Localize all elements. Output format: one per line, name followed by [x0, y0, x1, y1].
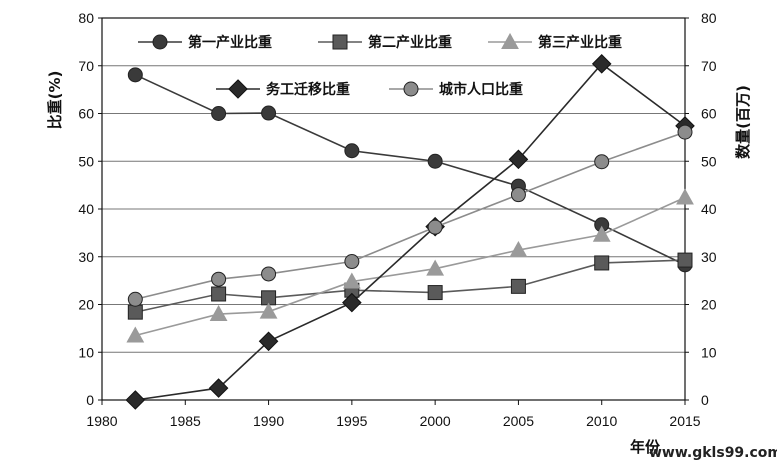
- data-point: [126, 326, 145, 343]
- watermark-text: www.gkls99.com: [649, 445, 777, 461]
- series-4: [125, 54, 695, 410]
- data-point: [427, 285, 443, 301]
- y-right-tick-label: 80: [701, 10, 717, 26]
- y-left-tick-label: 70: [78, 58, 94, 74]
- y-left-tick-label: 20: [78, 297, 94, 313]
- series-5: [127, 124, 693, 307]
- y-left-tick-label: 60: [78, 106, 94, 122]
- y-left-tick-label: 80: [78, 10, 94, 26]
- legend-item: 第二产业比重: [318, 34, 452, 51]
- legend-item: 第一产业比重: [138, 34, 272, 51]
- series-3: [126, 188, 694, 343]
- y-left-tick-label: 10: [78, 344, 94, 360]
- legend-marker: [501, 32, 519, 49]
- series-line: [134, 74, 686, 266]
- legend-item: 务工迁移比重: [216, 79, 350, 99]
- y-left-tick-label: 50: [78, 153, 94, 169]
- legend-label: 第三产业比重: [538, 34, 622, 51]
- series-1: [127, 67, 693, 273]
- data-point: [676, 188, 694, 205]
- data-point: [677, 124, 693, 140]
- data-point: [594, 154, 610, 170]
- legend-label: 第一产业比重: [188, 34, 272, 51]
- data-point: [211, 286, 227, 302]
- y-right-tick-label: 0: [701, 392, 709, 408]
- data-point: [426, 259, 445, 276]
- x-tick-label: 2015: [669, 413, 700, 429]
- x-tick-label: 2005: [503, 413, 534, 429]
- y-left-tick-label: 40: [78, 201, 94, 217]
- grid-lines: [102, 65, 685, 353]
- x-tick-label: 2000: [420, 413, 451, 429]
- axes: 0 0 10 10 20 20 30 30 40 40 50 50 60 60 70 70 80 80 1980 19…: [78, 10, 716, 429]
- y-right-tick-label: 50: [701, 153, 717, 169]
- series-line: [135, 131, 686, 301]
- data-point: [594, 255, 610, 271]
- y-right-tick-label: 60: [701, 106, 717, 122]
- data-point: [510, 187, 526, 203]
- x-tick-label: 2010: [586, 413, 617, 429]
- legend-item: 第三产业比重: [488, 32, 622, 51]
- data-point: [427, 153, 443, 169]
- x-tick-label: 1990: [253, 413, 284, 429]
- x-tick-label: 1995: [336, 413, 367, 429]
- data-point: [127, 304, 143, 320]
- data-point: [125, 390, 146, 410]
- y-right-tick-label: 40: [701, 201, 717, 217]
- data-point: [211, 106, 227, 121]
- legend-marker: [152, 34, 168, 50]
- series-layer: [125, 54, 695, 410]
- legend-marker: [228, 79, 248, 99]
- data-point: [592, 225, 611, 242]
- data-point: [342, 272, 361, 289]
- y-right-tick-label: 70: [701, 58, 717, 74]
- data-point: [261, 266, 277, 282]
- data-point: [591, 54, 612, 74]
- y-right-tick-label: 30: [701, 249, 717, 265]
- legend-label: 城市人口比重: [439, 81, 523, 98]
- legend-item: 城市人口比重: [389, 81, 523, 98]
- data-point: [258, 331, 279, 352]
- series-line: [135, 62, 686, 401]
- series-line: [135, 196, 686, 337]
- data-point: [259, 302, 278, 319]
- data-point: [427, 219, 443, 235]
- data-point: [127, 67, 143, 83]
- legend-label: 第二产业比重: [368, 34, 452, 51]
- data-point: [208, 378, 229, 398]
- plot-frame: [101, 17, 686, 401]
- x-axis-title: 年份: [630, 438, 661, 456]
- series-2: [127, 252, 693, 320]
- data-point: [127, 291, 143, 307]
- y-left-tick-label: 0: [86, 392, 94, 408]
- x-tick-label: 1980: [86, 413, 117, 429]
- data-point: [209, 304, 228, 321]
- series-line: [135, 259, 686, 313]
- legend-label: 务工迁移比重: [266, 81, 350, 98]
- data-point: [508, 149, 529, 170]
- data-point: [344, 254, 360, 270]
- data-point: [344, 143, 360, 159]
- x-tick-label: 1985: [170, 413, 201, 429]
- y-right-tick-label: 10: [701, 344, 717, 360]
- legend-marker: [403, 81, 419, 97]
- data-point: [677, 252, 693, 268]
- data-point: [509, 240, 528, 258]
- data-point: [510, 278, 526, 294]
- data-point: [261, 105, 277, 121]
- y-right-tick-label: 20: [701, 297, 717, 313]
- data-point: [211, 271, 227, 287]
- legend-marker: [332, 34, 348, 50]
- y-axis-right-title: 数量(百万): [734, 85, 752, 159]
- y-left-tick-label: 30: [78, 249, 94, 265]
- data-point: [342, 292, 362, 313]
- y-axis-left-title: 比重(%): [46, 71, 64, 130]
